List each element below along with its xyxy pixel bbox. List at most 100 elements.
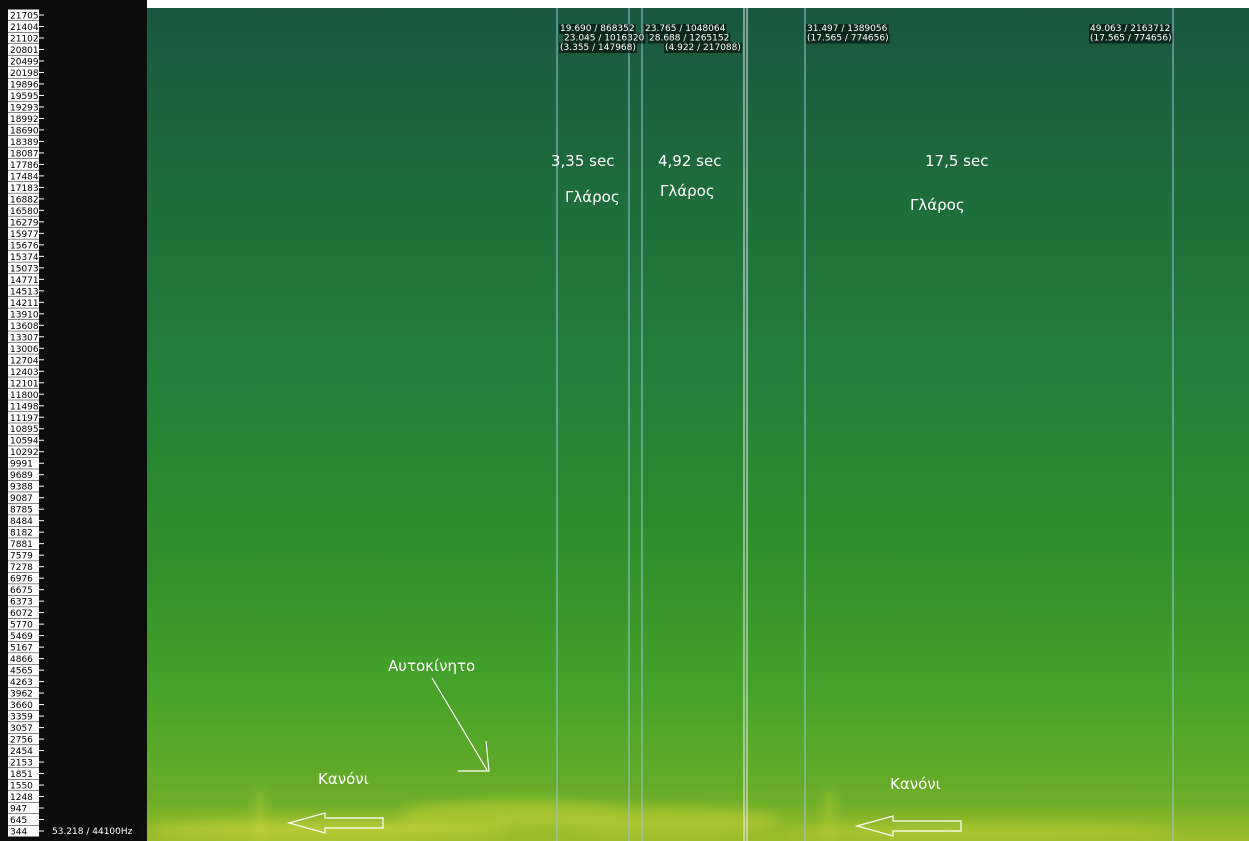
tick-box <box>8 89 39 101</box>
tick-box <box>8 492 39 504</box>
tick-label: 13910 <box>10 310 39 320</box>
tick-label: 1851 <box>10 770 33 780</box>
marker-label: 23.765 / 1048064 <box>645 24 726 34</box>
tick-label: 18087 <box>10 149 39 159</box>
marker-label: 31.497 / 1389056 <box>807 24 888 34</box>
tick-label: 11197 <box>10 414 39 424</box>
annotation: 17,5 sec <box>925 152 988 170</box>
tick-label: 9991 <box>10 460 33 470</box>
tick-label: 645 <box>10 816 27 826</box>
tick-label: 15073 <box>10 264 39 274</box>
tick-box <box>8 388 39 400</box>
marker-label-bg <box>806 33 890 44</box>
tick-box <box>8 216 39 228</box>
marker-label-bg <box>648 33 731 44</box>
tick-label: 17786 <box>10 161 39 171</box>
tick-label: 8785 <box>10 506 33 516</box>
tick-box <box>8 722 39 734</box>
tick-label: 17183 <box>10 184 39 194</box>
spectrogram <box>147 8 1249 841</box>
tick-box <box>8 9 39 21</box>
tick-label: 14211 <box>10 299 39 309</box>
tick-box <box>8 434 39 446</box>
signal-energy <box>150 790 1180 840</box>
tick-box <box>8 526 39 538</box>
marker-label-bg <box>1089 33 1173 44</box>
tick-box <box>8 204 39 216</box>
tick-label: 21102 <box>10 34 39 44</box>
tick-box <box>8 687 39 699</box>
tick-box <box>8 66 39 78</box>
tick-label: 20801 <box>10 46 39 56</box>
tick-box <box>8 170 39 182</box>
tick-box <box>8 227 39 239</box>
tick-label: 15977 <box>10 230 39 240</box>
tick-box <box>8 365 39 377</box>
tick-label: 3057 <box>10 724 33 734</box>
tick-label: 344 <box>10 828 27 838</box>
tick-label: 8484 <box>10 517 33 527</box>
tick-box <box>8 515 39 527</box>
tick-box <box>8 78 39 90</box>
marker-label: 19.690 / 868352 <box>560 24 635 34</box>
marker-label: 49.063 / 2163712 <box>1090 24 1170 34</box>
tick-label: 6976 <box>10 575 33 585</box>
tick-box <box>8 779 39 791</box>
tick-box <box>8 273 39 285</box>
tick-box <box>8 32 39 44</box>
tick-label: 14513 <box>10 287 39 297</box>
tick-label: 12403 <box>10 368 39 378</box>
tick-box <box>8 791 39 803</box>
tick-box <box>8 814 39 826</box>
tick-label: 9087 <box>10 494 33 504</box>
tick-label: 10895 <box>10 425 39 435</box>
tick-label: 18992 <box>10 115 39 125</box>
tick-label: 6373 <box>10 598 33 608</box>
tick-box <box>8 158 39 170</box>
tick-box <box>8 584 39 596</box>
tick-box <box>8 342 39 354</box>
tick-label: 7579 <box>10 552 33 562</box>
tick-box <box>8 101 39 113</box>
tick-label: 11800 <box>10 391 39 401</box>
tick-box <box>8 262 39 274</box>
tick-box <box>8 710 39 722</box>
tick-box <box>8 135 39 147</box>
tick-label: 3660 <box>10 701 33 711</box>
tick-box <box>8 423 39 435</box>
tick-box <box>8 745 39 757</box>
tick-box <box>8 20 39 32</box>
tick-label: 19293 <box>10 103 39 113</box>
marker-label: (17.565 / 774656) <box>807 34 889 44</box>
annotation: Γλάρος <box>565 188 620 206</box>
tick-label: 8182 <box>10 529 33 539</box>
tick-box <box>8 193 39 205</box>
marker-label-bg <box>559 43 637 53</box>
tick-label: 13608 <box>10 322 39 332</box>
tick-box <box>8 285 39 297</box>
tick-box <box>8 618 39 630</box>
tick-label: 19896 <box>10 80 39 90</box>
marker-label-bg <box>806 24 889 34</box>
tick-label: 19595 <box>10 92 39 102</box>
tick-label: 3359 <box>10 713 33 723</box>
tick-box <box>8 239 39 251</box>
tick-label: 9388 <box>10 483 33 493</box>
tick-label: 20499 <box>10 57 39 67</box>
tick-box <box>8 561 39 573</box>
tick-label: 14771 <box>10 276 39 286</box>
tick-label: 5469 <box>10 632 33 642</box>
tick-label: 5770 <box>10 621 33 631</box>
arrows <box>286 677 962 837</box>
tick-label: 4565 <box>10 667 33 677</box>
tick-label: 12704 <box>10 356 39 366</box>
tick-box <box>8 630 39 642</box>
tick-label: 18690 <box>10 126 39 136</box>
tick-box <box>8 55 39 67</box>
annotation: 4,92 sec <box>658 152 721 170</box>
tick-label: 4263 <box>10 678 33 688</box>
tick-box <box>8 825 39 837</box>
tick-box <box>8 296 39 308</box>
tick-label: 7881 <box>10 540 33 550</box>
